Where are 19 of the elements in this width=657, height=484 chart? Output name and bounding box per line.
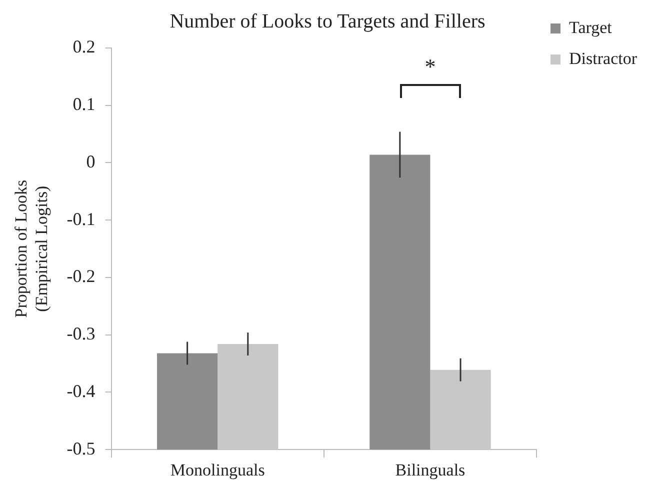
y-tick-label: -0.5	[66, 438, 96, 458]
legend-label: Distractor	[569, 48, 638, 68]
x-tick-label: Bilinguals	[395, 460, 466, 480]
y-tick-label: 0.2	[72, 36, 96, 57]
x-tick-label: Monolinguals	[170, 460, 265, 480]
bar	[370, 154, 430, 450]
y-axis-title: Proportion of Looks (Empirical Logits)	[12, 180, 52, 318]
bar	[157, 353, 218, 450]
y-tick-label: 0	[86, 151, 96, 172]
bar	[430, 370, 491, 450]
y-tick-label: -0.1	[66, 208, 96, 229]
chart-title: Number of Looks to Targets and Fillers	[170, 10, 486, 32]
bar	[218, 344, 278, 450]
y-tick-label: -0.2	[66, 266, 96, 286]
y-tick-label: -0.4	[66, 380, 96, 401]
annotation: *	[424, 54, 437, 80]
legend-label: Target	[569, 18, 612, 37]
y-tick-label: -0.3	[66, 324, 96, 344]
y-tick-label: 0.1	[72, 94, 96, 114]
